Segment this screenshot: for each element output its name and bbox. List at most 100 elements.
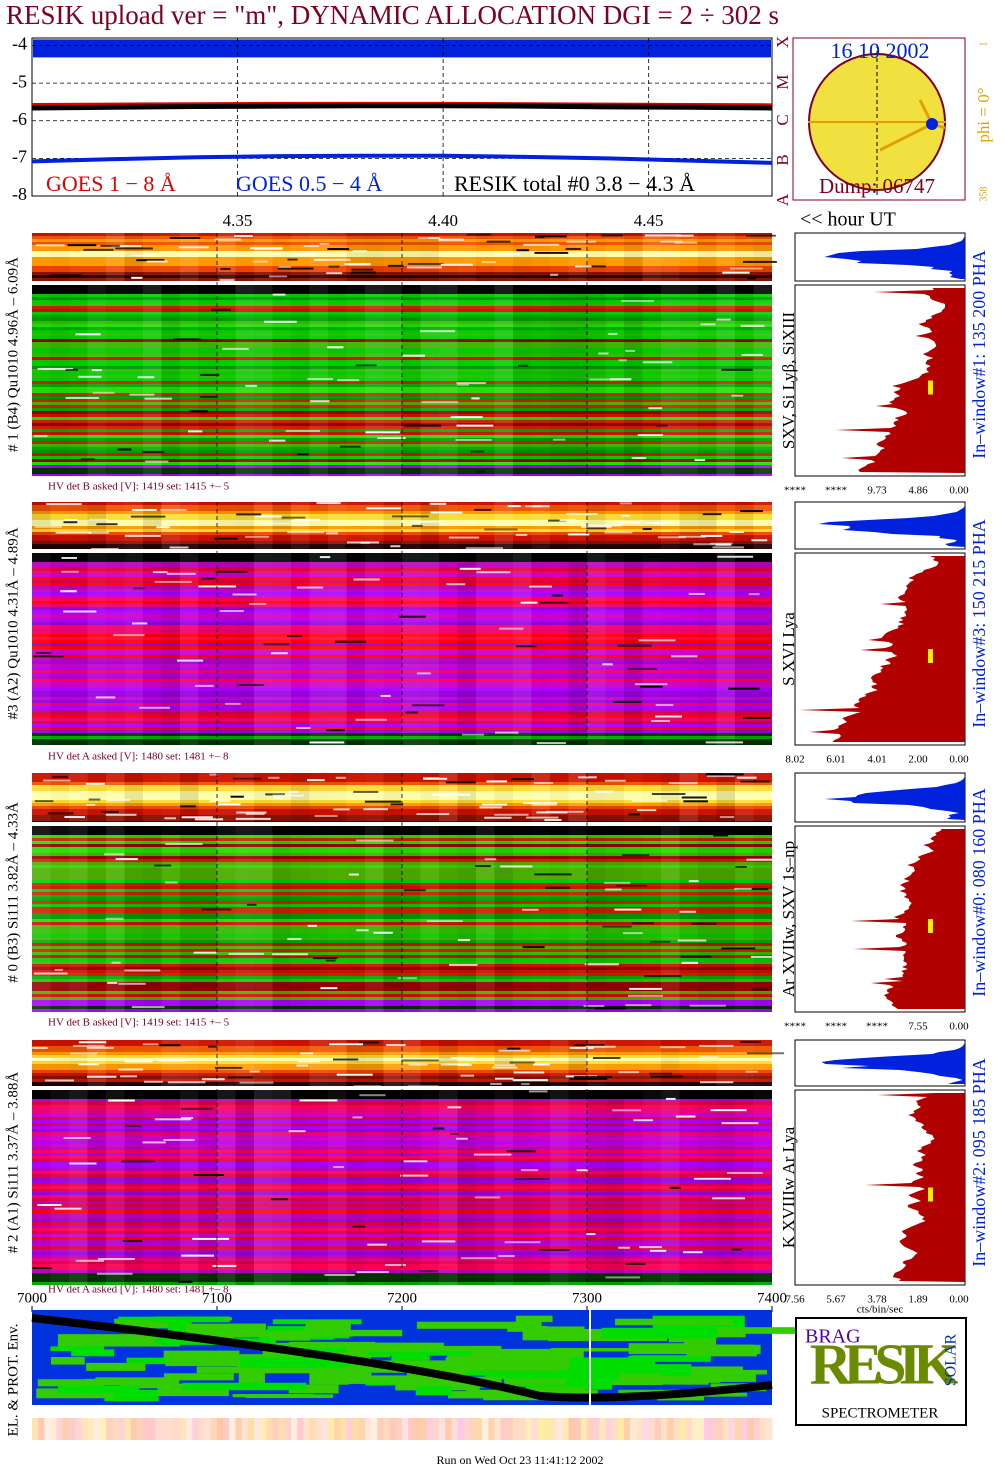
- heat-speck: [297, 453, 309, 456]
- heat-speck: [650, 940, 671, 943]
- heat-speck: [131, 622, 148, 625]
- heat-speck: [37, 1204, 62, 1207]
- heat-speck: [407, 262, 444, 265]
- legend-entry: GOES 1 − 8 Å: [46, 171, 176, 196]
- heat-speck: [169, 546, 189, 549]
- heat-speck: [625, 349, 636, 352]
- pha-histogram: [818, 504, 965, 547]
- heat-speck: [618, 1071, 640, 1074]
- env-strip: [395, 1418, 403, 1440]
- env-patch: [50, 1357, 85, 1365]
- heat-speck: [644, 975, 682, 978]
- env-strip: [587, 1418, 594, 1440]
- heat-row: [32, 806, 772, 809]
- spectrum-scale: 8.02: [785, 754, 804, 766]
- heat-speck: [34, 525, 62, 528]
- heat-speck: [249, 602, 267, 605]
- heat-speck: [583, 1004, 605, 1007]
- y-tick-label: -6: [12, 109, 27, 129]
- heat-speck: [451, 1057, 475, 1060]
- heat-row: [32, 568, 772, 571]
- heat-speck: [306, 779, 325, 782]
- heat-speck: [416, 672, 431, 675]
- heat-row: [32, 973, 772, 976]
- heat-column: [69, 1040, 88, 1086]
- heat-speck: [628, 994, 663, 997]
- heat-row: [32, 342, 772, 345]
- heat-column: [309, 233, 328, 281]
- heat-row: [32, 432, 772, 435]
- heat-speck: [706, 775, 735, 778]
- heat-column: [568, 1040, 587, 1086]
- heat-speck: [300, 1052, 314, 1055]
- heat-row: [32, 910, 772, 913]
- heat-speck: [510, 778, 534, 781]
- heat-column: [624, 285, 643, 476]
- heat-speck: [265, 793, 285, 796]
- heat-row: [32, 826, 772, 829]
- heat-column: [180, 1090, 199, 1285]
- heat-speck: [34, 972, 68, 975]
- heat-row: [32, 1156, 772, 1159]
- heat-speck: [160, 508, 187, 511]
- spectrum-scale: 0.00: [949, 754, 969, 766]
- env-strip: [340, 1418, 347, 1440]
- heat-column: [716, 1040, 735, 1086]
- heat-column: [272, 1090, 291, 1285]
- heat-speck: [296, 586, 324, 589]
- heat-column: [254, 502, 273, 549]
- heat-speck: [397, 977, 418, 980]
- heat-column: [217, 773, 236, 822]
- env-patch: [114, 1318, 192, 1329]
- heat-column: [328, 553, 347, 745]
- heat-speck: [142, 451, 164, 454]
- heat-speck: [353, 578, 380, 581]
- heat-column: [310, 1090, 329, 1285]
- heat-speck: [604, 881, 631, 884]
- heat-speck: [215, 570, 248, 573]
- heat-speck: [156, 1059, 189, 1062]
- window-label: In–window#2: 095 185 PHA: [969, 1058, 989, 1267]
- heat-speck: [625, 1004, 652, 1007]
- heat-speck: [403, 1160, 428, 1163]
- env-patch: [630, 1355, 711, 1362]
- heat-column: [69, 773, 88, 822]
- env-strip: [531, 1418, 539, 1440]
- heat-speck: [746, 858, 772, 861]
- heat-row: [32, 384, 772, 387]
- heat-speck: [448, 963, 478, 966]
- heat-speck: [103, 853, 125, 856]
- heat-speck: [326, 729, 345, 732]
- heat-speck: [364, 800, 401, 803]
- heat-speck: [628, 813, 641, 816]
- heat-row: [32, 883, 772, 886]
- heat-speck: [106, 799, 130, 802]
- heat-speck: [699, 1081, 734, 1084]
- heat-column: [217, 1090, 236, 1285]
- heat-column: [310, 502, 329, 549]
- heat-row: [32, 958, 772, 961]
- heat-column: [161, 285, 180, 476]
- heat-speck: [88, 798, 101, 801]
- heat-speck: [366, 507, 401, 510]
- heat-column: [235, 773, 254, 822]
- heat-speck: [129, 393, 155, 396]
- spectrum-scale: 5.67: [826, 1294, 846, 1306]
- heat-speck: [445, 781, 476, 784]
- heat-speck: [655, 704, 674, 707]
- heat-column: [439, 826, 458, 1012]
- hv-info: HV det B asked [V]: 1419 set: 1415 +– 5: [48, 481, 230, 493]
- heat-speck: [319, 556, 331, 559]
- env-patch: [86, 1362, 146, 1371]
- heat-speck: [309, 741, 345, 744]
- heat-column: [753, 553, 772, 745]
- heat-column: [162, 826, 181, 1012]
- heat-column: [421, 1090, 440, 1285]
- heat-column: [125, 1040, 144, 1086]
- heat-row: [32, 812, 772, 815]
- heat-speck: [92, 391, 115, 394]
- heat-speck: [225, 702, 241, 705]
- heat-speck: [504, 1241, 541, 1244]
- heat-row: [32, 257, 772, 260]
- heat-speck: [470, 450, 484, 453]
